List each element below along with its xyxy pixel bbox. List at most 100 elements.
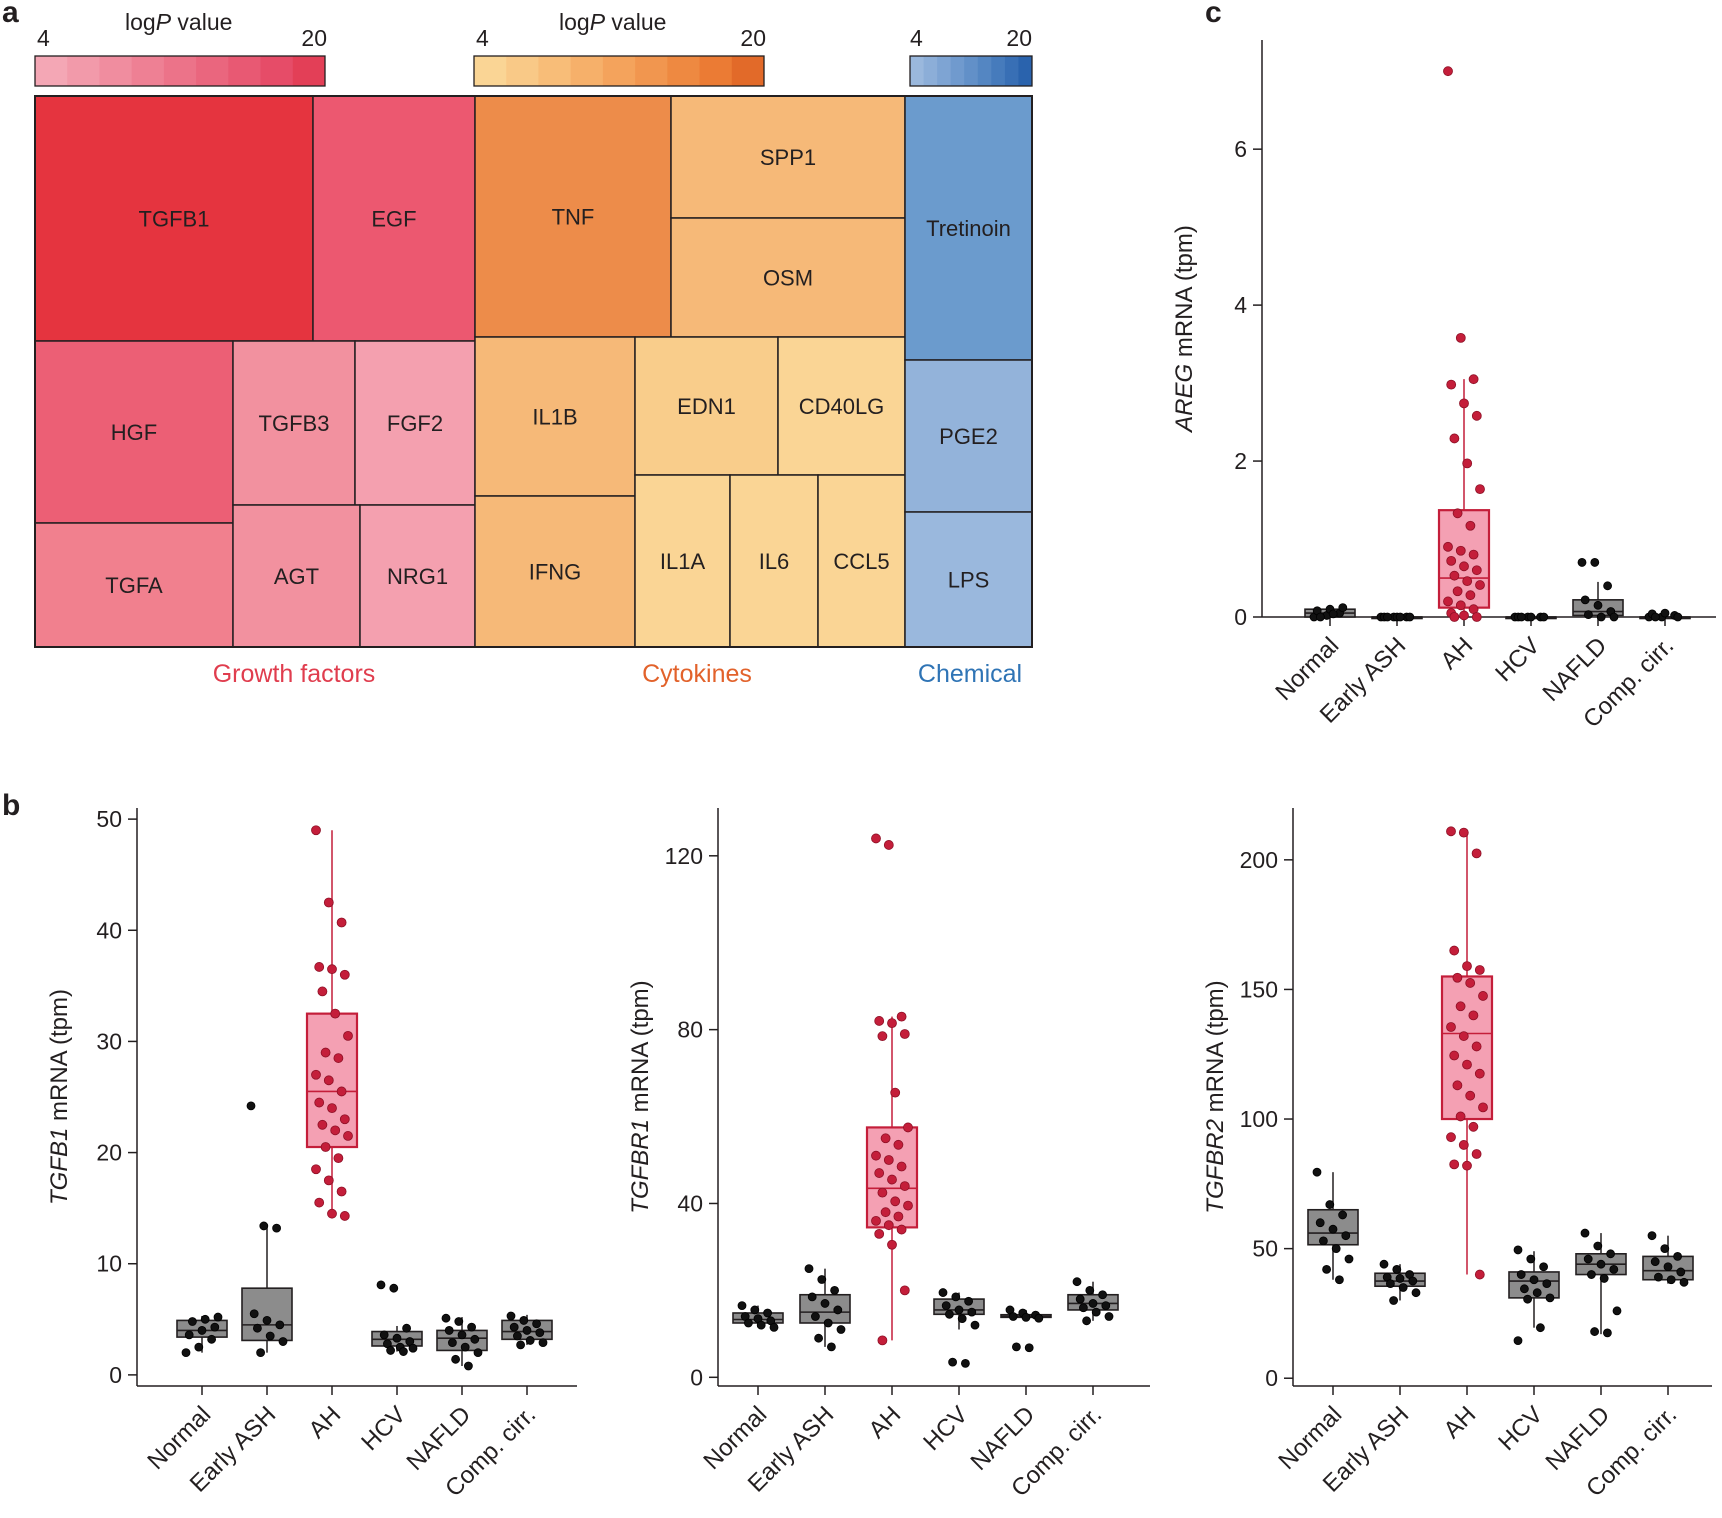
data-point bbox=[1455, 1001, 1466, 1012]
data-point bbox=[967, 1307, 977, 1317]
data-point bbox=[880, 1133, 891, 1144]
data-point bbox=[1474, 1269, 1485, 1280]
data-point bbox=[1455, 600, 1466, 611]
data-point bbox=[402, 1323, 412, 1333]
treemap-cell-rect bbox=[904, 359, 1033, 513]
treemap-cell-label: FGF2 bbox=[387, 411, 443, 436]
data-point bbox=[899, 1029, 910, 1039]
data-point bbox=[877, 1187, 888, 1198]
data-point bbox=[903, 1122, 913, 1133]
treemap-cell-label: PGE2 bbox=[939, 424, 998, 449]
data-point bbox=[1577, 558, 1587, 567]
x-tick-label-hcv: HCV bbox=[1493, 1401, 1548, 1456]
data-point bbox=[1449, 945, 1460, 956]
treemap-cell-pge2: PGE2 bbox=[904, 359, 1033, 513]
data-point bbox=[1593, 600, 1603, 610]
data-point bbox=[1539, 612, 1549, 622]
y-tick-label: 100 bbox=[1240, 1106, 1278, 1132]
x-tick-label-ah: AH bbox=[864, 1401, 907, 1444]
data-point bbox=[207, 1334, 217, 1344]
data-point bbox=[330, 1008, 341, 1019]
legend-swatch bbox=[635, 56, 668, 86]
data-point bbox=[1034, 1313, 1044, 1323]
data-point bbox=[1008, 1312, 1018, 1321]
data-point bbox=[763, 1308, 772, 1318]
data-point bbox=[460, 1342, 470, 1352]
treemap-cell-ifng: IFNG bbox=[474, 495, 636, 648]
data-point bbox=[278, 1337, 288, 1346]
data-point bbox=[246, 1101, 256, 1111]
treemap-cell-tnf: TNF bbox=[474, 95, 672, 338]
data-point bbox=[265, 1331, 275, 1341]
data-point bbox=[811, 1312, 820, 1321]
treemap-cell-label: TNF bbox=[552, 205, 595, 230]
legend-title: logP value bbox=[559, 9, 666, 35]
box-group-hcv: HCV bbox=[356, 1280, 423, 1456]
data-point bbox=[1458, 827, 1469, 838]
data-point bbox=[941, 1301, 951, 1311]
data-point bbox=[899, 1285, 910, 1296]
legend-min-label: 4 bbox=[37, 25, 50, 51]
data-point bbox=[333, 1053, 344, 1063]
legend-swatch bbox=[731, 56, 765, 86]
data-point bbox=[887, 1174, 897, 1185]
data-point bbox=[1446, 555, 1457, 566]
treemap-cell-osm: OSM bbox=[670, 217, 906, 338]
box-group-ah: AH bbox=[304, 825, 359, 1444]
box-group-early-ash: Early ASH bbox=[185, 1101, 293, 1498]
data-point bbox=[311, 1069, 321, 1080]
data-point bbox=[252, 1323, 262, 1333]
data-point bbox=[451, 1354, 461, 1364]
data-point bbox=[513, 1331, 522, 1341]
treemap-cell-rect bbox=[474, 95, 672, 338]
data-point bbox=[814, 1333, 823, 1343]
data-point bbox=[1580, 595, 1590, 605]
data-point bbox=[1603, 1328, 1612, 1338]
treemap-cell-rect bbox=[354, 340, 476, 506]
data-point bbox=[827, 1342, 836, 1352]
data-point bbox=[1085, 1285, 1095, 1295]
data-point bbox=[259, 1221, 269, 1231]
y-tick-label: 50 bbox=[1252, 1236, 1278, 1262]
legend-swatch bbox=[923, 56, 938, 86]
data-point bbox=[874, 1228, 885, 1239]
data-point bbox=[883, 1155, 894, 1165]
data-point bbox=[339, 1211, 350, 1221]
panel-label-c: c bbox=[1205, 0, 1222, 29]
data-point bbox=[1471, 1041, 1482, 1052]
data-point bbox=[1468, 1121, 1479, 1132]
data-point bbox=[1449, 1159, 1460, 1170]
data-point bbox=[1462, 961, 1472, 972]
legend-swatch bbox=[196, 56, 229, 86]
data-point bbox=[896, 1011, 907, 1022]
data-point bbox=[756, 1320, 766, 1330]
data-point bbox=[893, 1211, 904, 1222]
data-point bbox=[1315, 1218, 1325, 1228]
data-point bbox=[1405, 612, 1415, 622]
data-point bbox=[1468, 549, 1479, 560]
data-point bbox=[1465, 520, 1476, 531]
data-point bbox=[1462, 458, 1473, 469]
legend-swatch bbox=[950, 56, 965, 86]
y-tick-label: 0 bbox=[1265, 1365, 1278, 1391]
legend-swatch bbox=[991, 56, 1006, 86]
treemap-cell-il1b: IL1B bbox=[474, 336, 636, 497]
data-point bbox=[945, 1309, 954, 1319]
y-tick-label: 6 bbox=[1234, 136, 1247, 162]
data-point bbox=[311, 1164, 321, 1175]
legend-swatch bbox=[699, 56, 733, 86]
data-point bbox=[1679, 1277, 1689, 1287]
data-point bbox=[1475, 580, 1485, 590]
data-point bbox=[317, 986, 328, 997]
data-point bbox=[376, 1280, 386, 1290]
data-point bbox=[1452, 972, 1463, 983]
data-point bbox=[1392, 1264, 1402, 1274]
data-point bbox=[890, 1087, 901, 1098]
treemap-cell-edn1: EDN1 bbox=[634, 336, 779, 476]
treemap-cell-agt: AGT bbox=[232, 504, 361, 648]
treemap-cell-label: OSM bbox=[763, 266, 813, 291]
treemap-cell-nrg1: NRG1 bbox=[359, 504, 476, 648]
data-point bbox=[1379, 1259, 1389, 1269]
data-point bbox=[1612, 1306, 1622, 1316]
treemap-cell-fgf2: FGF2 bbox=[354, 340, 476, 506]
